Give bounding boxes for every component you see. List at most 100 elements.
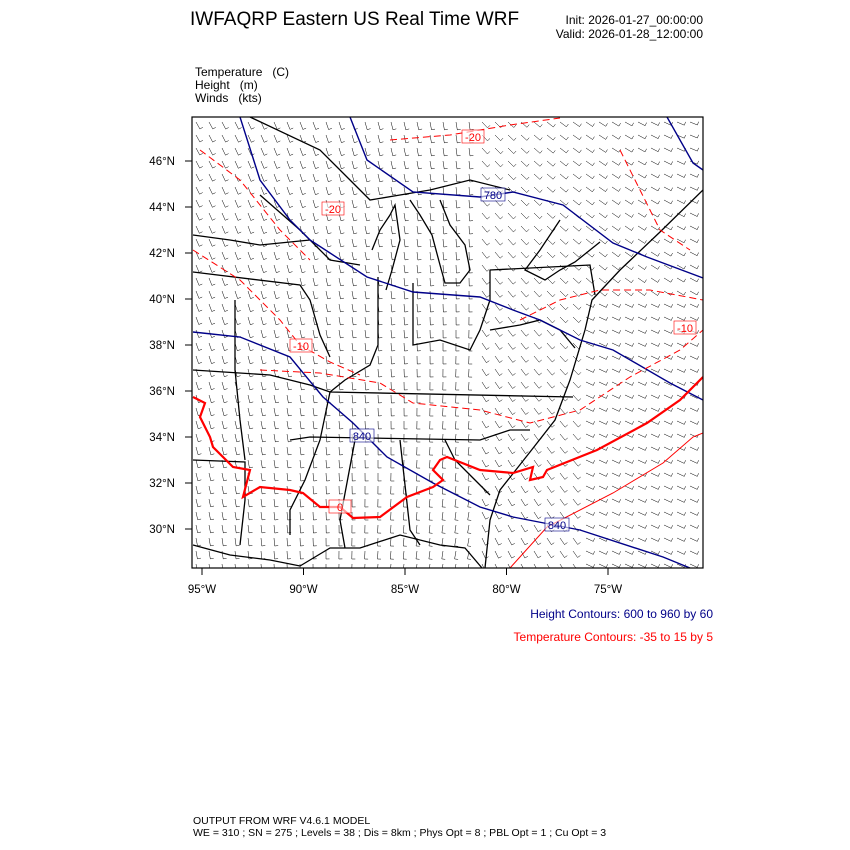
- wind-barb-flag: [315, 219, 319, 221]
- wind-barb-flag: [631, 227, 634, 231]
- wind-barb: [546, 186, 554, 193]
- wind-barb-flag: [417, 246, 422, 248]
- wind-barb-flag: [263, 245, 267, 247]
- wind-barb: [650, 472, 659, 477]
- wind-barb: [520, 446, 526, 454]
- wind-barb-flag: [210, 571, 214, 572]
- wind-barb: [247, 264, 251, 273]
- wind-barb: [221, 134, 226, 143]
- wind-barb: [650, 368, 659, 373]
- wind-barb-flag: [263, 218, 268, 221]
- wind-barb: [689, 134, 698, 139]
- wind-barb: [624, 472, 633, 477]
- wind-barb: [325, 381, 328, 390]
- wind-barb-flag: [487, 203, 490, 207]
- wind-barb: [637, 550, 646, 555]
- wind-barb-flag: [499, 281, 503, 285]
- wind-barb: [234, 160, 239, 169]
- wind-barb: [195, 303, 200, 312]
- wind-barb-flag: [658, 369, 660, 373]
- wind-barb: [650, 134, 659, 139]
- wind-barb: [390, 290, 393, 299]
- wind-barb-flag: [275, 414, 279, 417]
- wind-barb-flag: [499, 412, 503, 415]
- wind-barb-flag: [696, 213, 699, 217]
- wind-barb: [650, 459, 659, 464]
- wind-barb-flag: [551, 555, 555, 559]
- wind-barb-flag: [197, 492, 202, 495]
- wind-barb-flag: [697, 473, 699, 477]
- wind-barb-flag: [538, 398, 542, 402]
- wind-barb: [247, 212, 252, 221]
- wind-barb-flag: [511, 529, 516, 533]
- wind-barb-flag: [327, 310, 332, 313]
- wind-barb-flag: [670, 148, 673, 152]
- wind-barb: [689, 485, 698, 490]
- wind-barb: [637, 342, 646, 347]
- wind-barb-flag: [225, 140, 229, 143]
- wind-barb: [299, 394, 302, 403]
- footer-options: WE = 310 ; SN = 275 ; Levels = 38 ; Dis …: [193, 827, 607, 839]
- wind-barb-flag: [684, 473, 686, 477]
- wind-barb-flag: [288, 414, 292, 417]
- wind-barb: [507, 342, 513, 350]
- wind-barb-flag: [211, 322, 216, 325]
- wind-barb-flag: [301, 428, 305, 430]
- wind-barb-flag: [263, 205, 268, 208]
- wind-barb: [585, 173, 593, 179]
- wind-barb-flag: [605, 280, 608, 284]
- wind-barb-flag: [264, 153, 268, 156]
- wind-barb: [546, 355, 553, 363]
- wind-barb: [481, 446, 487, 455]
- wind-barb-flag: [486, 321, 490, 324]
- wind-barb: [247, 407, 251, 416]
- wind-barb-flag: [658, 382, 660, 386]
- wind-barb: [663, 160, 672, 165]
- wind-barb-flag: [606, 512, 608, 516]
- wind-barb-flag: [366, 258, 370, 261]
- wind-barb: [676, 251, 685, 257]
- wind-barb: [624, 199, 632, 205]
- field-name: Temperature: [195, 65, 263, 79]
- wind-barb-flag: [578, 241, 582, 245]
- wind-barb: [221, 264, 226, 273]
- wind-barb-flag: [684, 434, 686, 438]
- wind-barb: [364, 290, 367, 299]
- wind-barb: [338, 303, 341, 312]
- wind-barb-flag: [645, 317, 647, 321]
- wind-barb-flag: [223, 518, 227, 521]
- wind-barb-flag: [539, 124, 543, 128]
- wind-barb: [195, 524, 198, 533]
- wind-barb: [429, 199, 432, 208]
- wind-barb: [416, 134, 419, 143]
- wind-barb-flag: [683, 278, 686, 283]
- wind-barb-flag: [212, 153, 216, 156]
- wind-barb-flag: [605, 227, 608, 231]
- wind-barb: [624, 264, 632, 270]
- wind-barb: [676, 264, 685, 270]
- wind-barb-flag: [223, 558, 227, 560]
- wind-barb: [416, 199, 419, 208]
- wind-barb: [546, 407, 553, 415]
- wind-barb: [559, 160, 567, 167]
- wind-barb: [416, 303, 418, 313]
- wind-barb-flag: [524, 542, 529, 546]
- wind-barb-flag: [287, 493, 292, 495]
- wind-barb: [663, 537, 672, 542]
- wind-barb-flag: [211, 349, 215, 351]
- wind-barb: [533, 173, 541, 180]
- wind-barb-flag: [340, 336, 344, 339]
- wind-barb: [494, 225, 501, 233]
- wind-barb-flag: [263, 271, 267, 273]
- wind-barb-flag: [366, 219, 371, 222]
- wind-barb: [454, 550, 457, 559]
- wind-barb-flag: [237, 205, 242, 208]
- wind-barb-flag: [644, 174, 647, 179]
- wind-barb-flag: [683, 200, 686, 204]
- wind-barb: [624, 212, 632, 218]
- wind-barb: [299, 459, 302, 469]
- wind-barb-flag: [250, 218, 255, 221]
- wind-barb-flag: [632, 343, 634, 347]
- wind-barb: [637, 212, 645, 218]
- wind-barb: [208, 537, 211, 546]
